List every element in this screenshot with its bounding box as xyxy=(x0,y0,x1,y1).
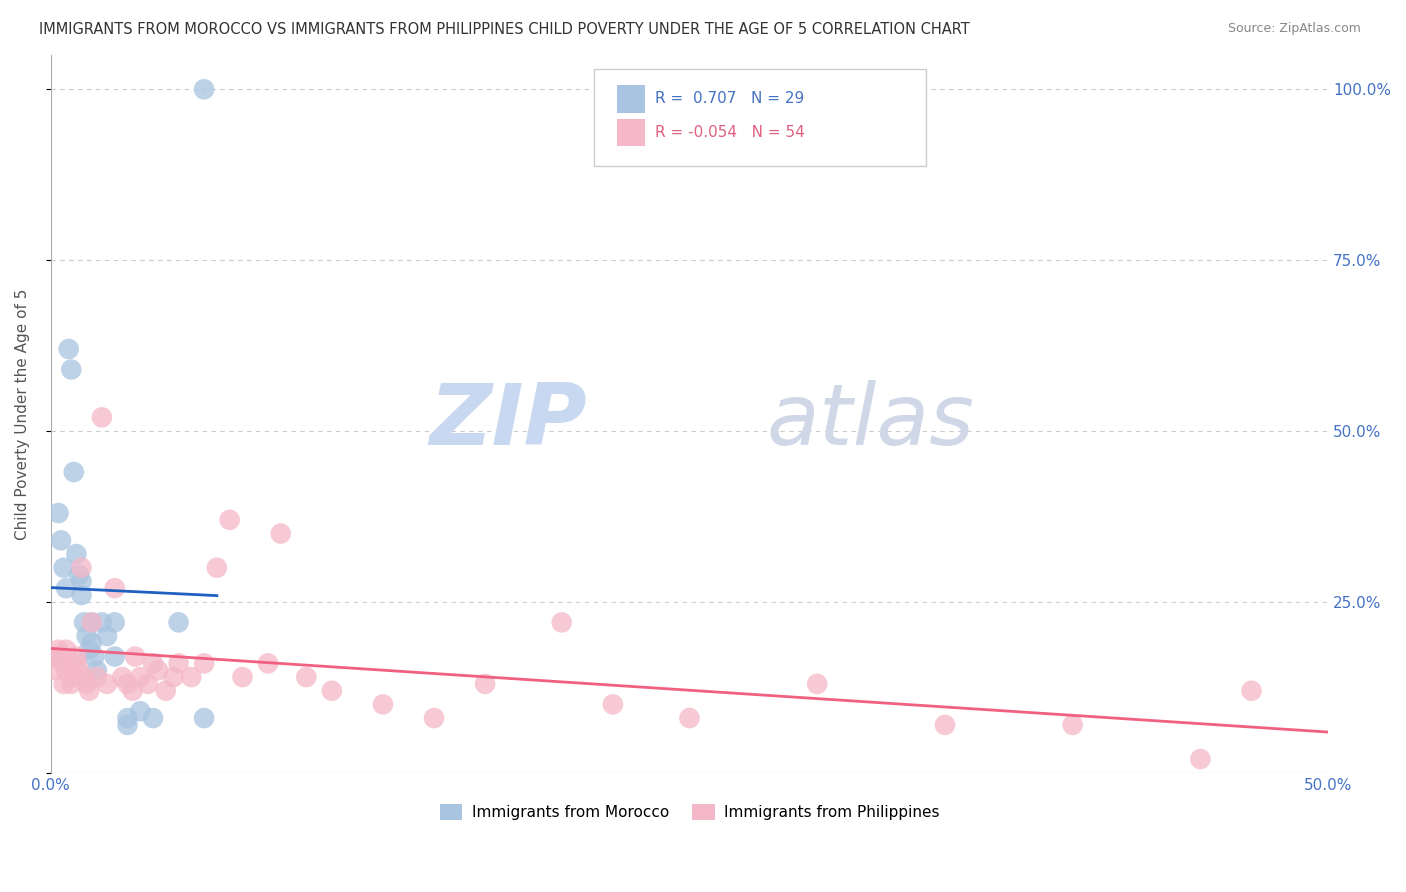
Point xyxy=(270,526,292,541)
Point xyxy=(76,629,98,643)
Point xyxy=(67,567,90,582)
Point xyxy=(231,670,253,684)
Point xyxy=(1240,683,1263,698)
Point xyxy=(90,615,112,630)
Point xyxy=(678,711,700,725)
Point xyxy=(136,677,159,691)
Point xyxy=(142,657,165,671)
Text: R =  0.707   N = 29: R = 0.707 N = 29 xyxy=(655,91,804,106)
Point xyxy=(70,588,93,602)
Point xyxy=(52,560,75,574)
Point xyxy=(45,663,67,677)
Point xyxy=(52,657,75,671)
Point xyxy=(162,670,184,684)
Point xyxy=(295,670,318,684)
FancyBboxPatch shape xyxy=(593,70,925,167)
Point xyxy=(193,657,215,671)
Point xyxy=(1062,718,1084,732)
Point xyxy=(806,677,828,691)
Point xyxy=(121,683,143,698)
Text: IMMIGRANTS FROM MOROCCO VS IMMIGRANTS FROM PHILIPPINES CHILD POVERTY UNDER THE A: IMMIGRANTS FROM MOROCCO VS IMMIGRANTS FR… xyxy=(39,22,970,37)
Text: Source: ZipAtlas.com: Source: ZipAtlas.com xyxy=(1227,22,1361,36)
Point xyxy=(77,683,100,698)
Point xyxy=(65,649,87,664)
Point xyxy=(218,513,240,527)
Point xyxy=(193,82,215,96)
Point xyxy=(77,642,100,657)
Point xyxy=(155,683,177,698)
Point xyxy=(129,670,152,684)
Point xyxy=(117,718,139,732)
Point xyxy=(42,649,65,664)
Point xyxy=(70,560,93,574)
Point xyxy=(474,677,496,691)
Point xyxy=(142,711,165,725)
Point xyxy=(65,547,87,561)
Y-axis label: Child Poverty Under the Age of 5: Child Poverty Under the Age of 5 xyxy=(15,288,30,540)
FancyBboxPatch shape xyxy=(617,119,645,146)
Point xyxy=(321,683,343,698)
FancyBboxPatch shape xyxy=(617,86,645,112)
Point xyxy=(117,711,139,725)
Point xyxy=(257,657,280,671)
Point xyxy=(80,636,103,650)
Point xyxy=(60,677,83,691)
Point xyxy=(55,581,77,595)
Point xyxy=(1189,752,1212,766)
Point xyxy=(80,615,103,630)
Point xyxy=(73,615,96,630)
Point xyxy=(65,657,87,671)
Point xyxy=(83,649,105,664)
Point xyxy=(193,711,215,725)
Point xyxy=(67,663,90,677)
Point xyxy=(86,670,108,684)
Point xyxy=(934,718,956,732)
Point xyxy=(52,677,75,691)
Point xyxy=(58,342,80,356)
Point xyxy=(104,649,127,664)
Point xyxy=(423,711,446,725)
Point xyxy=(63,465,86,479)
Point xyxy=(104,581,127,595)
Point xyxy=(124,649,146,664)
Point xyxy=(70,574,93,589)
Point xyxy=(60,362,83,376)
Point xyxy=(104,615,127,630)
Text: R = -0.054   N = 54: R = -0.054 N = 54 xyxy=(655,125,804,140)
Point xyxy=(86,663,108,677)
Point xyxy=(39,649,62,664)
Point xyxy=(55,642,77,657)
Point xyxy=(73,670,96,684)
Point xyxy=(180,670,202,684)
Point xyxy=(602,698,624,712)
Point xyxy=(63,670,86,684)
Point xyxy=(111,670,134,684)
Point xyxy=(90,410,112,425)
Point xyxy=(146,663,169,677)
Point xyxy=(96,629,118,643)
Point xyxy=(167,657,190,671)
Point xyxy=(117,677,139,691)
Point xyxy=(167,615,190,630)
Point xyxy=(129,704,152,718)
Point xyxy=(96,677,118,691)
Point xyxy=(58,657,80,671)
Point xyxy=(49,649,72,664)
Point xyxy=(55,663,77,677)
Point xyxy=(76,677,98,691)
Text: atlas: atlas xyxy=(766,380,974,463)
Point xyxy=(49,533,72,548)
Point xyxy=(80,615,103,630)
Point xyxy=(551,615,574,630)
Text: ZIP: ZIP xyxy=(430,380,588,463)
Legend: Immigrants from Morocco, Immigrants from Philippines: Immigrants from Morocco, Immigrants from… xyxy=(433,797,945,826)
Point xyxy=(205,560,228,574)
Point xyxy=(48,642,70,657)
Point xyxy=(371,698,394,712)
Point xyxy=(48,506,70,520)
